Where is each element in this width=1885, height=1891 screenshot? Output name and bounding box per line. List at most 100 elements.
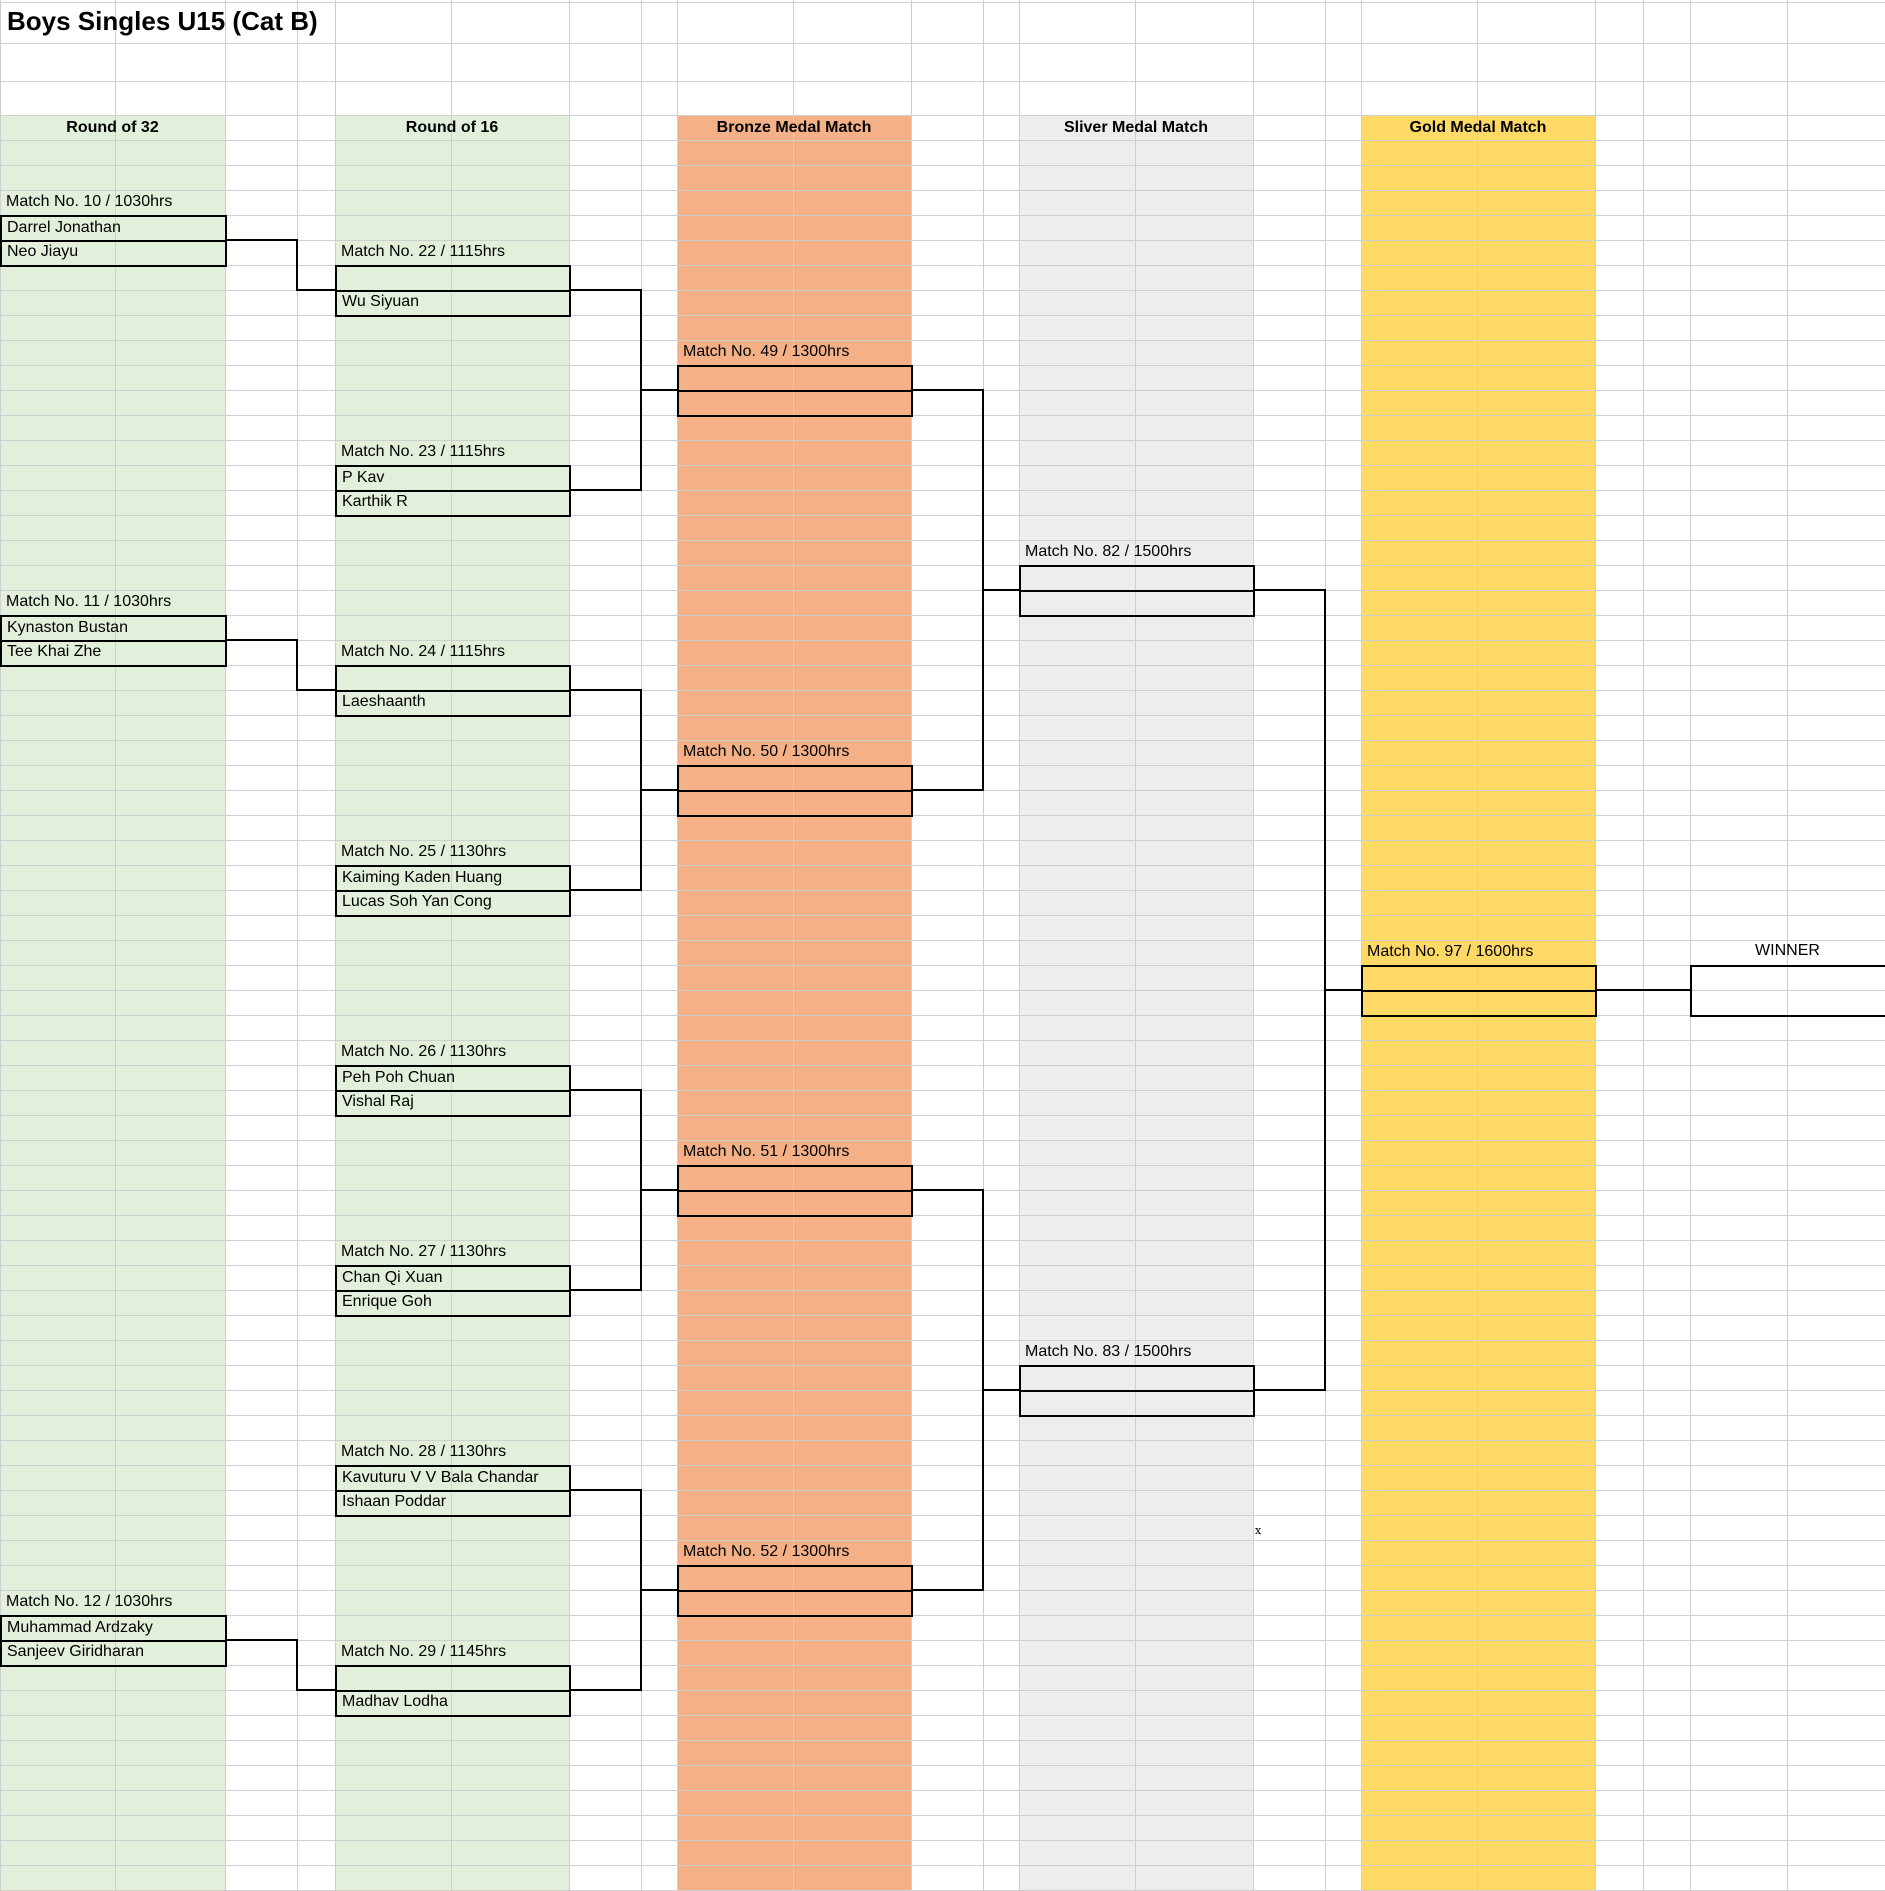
gridline-vertical xyxy=(451,0,452,1891)
r16-player-slot-2[interactable]: Vishal Raj xyxy=(342,1093,414,1110)
column-band-round16 xyxy=(335,115,569,1891)
match-box-divider xyxy=(1021,590,1253,592)
gridline-horizontal xyxy=(0,1365,1885,1366)
r16-player-slot-2[interactable]: Laeshaanth xyxy=(342,693,426,710)
r32-player-slot-1[interactable]: Kynaston Bustan xyxy=(7,619,128,636)
gridline-horizontal xyxy=(0,990,1885,991)
round-header-silver: Sliver Medal Match xyxy=(1063,119,1209,136)
gridline-horizontal xyxy=(0,1290,1885,1291)
gridline-horizontal xyxy=(0,1565,1885,1566)
gridline-horizontal xyxy=(0,240,1885,241)
gridline-horizontal xyxy=(0,190,1885,191)
r16-match-box[interactable]: Kavuturu V V Bala Chandar Ishaan Poddar xyxy=(335,1465,571,1517)
gridline-horizontal xyxy=(0,290,1885,291)
gridline-horizontal xyxy=(0,1815,1885,1816)
bronze-match-label: Match No. 49 / 1300hrs xyxy=(683,343,850,360)
gridline-horizontal xyxy=(0,1790,1885,1791)
bracket-connector xyxy=(569,1489,642,1691)
gridline-horizontal xyxy=(0,365,1885,366)
r16-match-box[interactable]: Kaiming Kaden Huang Lucas Soh Yan Cong xyxy=(335,865,571,917)
gridline-horizontal xyxy=(0,2,1885,3)
r16-player-slot-1[interactable]: Chan Qi Xuan xyxy=(342,1269,443,1286)
r16-match-box[interactable]: Madhav Lodha xyxy=(335,1665,571,1717)
r16-match-label: Match No. 24 / 1115hrs xyxy=(341,643,505,660)
silver-match-box[interactable] xyxy=(1019,565,1255,617)
r16-match-box[interactable]: Wu Siyuan xyxy=(335,265,571,317)
r32-match-box[interactable]: Darrel Jonathan Neo Jiayu xyxy=(0,215,227,267)
r16-match-label: Match No. 29 / 1145hrs xyxy=(341,1643,507,1660)
r16-player-slot-2[interactable]: Wu Siyuan xyxy=(342,293,420,310)
gridline-horizontal xyxy=(0,715,1885,716)
column-band-bronze xyxy=(677,115,911,1891)
match-box-divider xyxy=(1363,990,1595,992)
gridline-horizontal xyxy=(0,215,1885,216)
bracket-connector xyxy=(225,1639,335,1691)
r16-player-slot-2[interactable]: Karthik R xyxy=(342,493,408,510)
r16-player-slot-2[interactable]: Enrique Goh xyxy=(342,1293,432,1310)
gridline-horizontal xyxy=(0,1865,1885,1866)
r16-player-slot-2[interactable]: Madhav Lodha xyxy=(342,1693,448,1710)
gridline-horizontal xyxy=(0,965,1885,966)
gridline-horizontal xyxy=(0,315,1885,316)
r32-match-box[interactable]: Muhammad Ardzaky Sanjeev Giridharan xyxy=(0,1615,227,1667)
bronze-match-box[interactable] xyxy=(677,1565,913,1617)
r32-player-slot-1[interactable]: Darrel Jonathan xyxy=(7,219,121,236)
r32-match-box[interactable]: Kynaston Bustan Tee Khai Zhe xyxy=(0,615,227,667)
match-box-divider xyxy=(679,390,911,392)
r16-player-slot-2[interactable]: Ishaan Poddar xyxy=(342,1493,447,1510)
silver-match-box[interactable] xyxy=(1019,1365,1255,1417)
match-box-divider xyxy=(2,240,225,242)
gridline-horizontal xyxy=(0,165,1885,166)
gridline-horizontal xyxy=(0,265,1885,266)
r16-player-slot-1[interactable]: Kaiming Kaden Huang xyxy=(342,869,503,886)
match-box-divider xyxy=(337,490,569,492)
r16-player-slot-1[interactable]: P Kav xyxy=(342,469,385,486)
r16-match-label: Match No. 25 / 1130hrs xyxy=(341,843,507,860)
winner-box[interactable] xyxy=(1690,965,1885,1017)
gridline-horizontal xyxy=(0,1315,1885,1316)
bracket-connector xyxy=(911,1189,984,1591)
r16-player-slot-1[interactable]: Kavuturu V V Bala Chandar xyxy=(342,1469,539,1486)
bronze-match-box[interactable] xyxy=(677,365,913,417)
match-box-divider xyxy=(679,790,911,792)
r16-match-box[interactable]: Peh Poh Chuan Vishal Raj xyxy=(335,1065,571,1117)
r16-match-label: Match No. 28 / 1130hrs xyxy=(341,1443,507,1460)
r32-player-slot-1[interactable]: Muhammad Ardzaky xyxy=(7,1619,153,1636)
bronze-match-label: Match No. 51 / 1300hrs xyxy=(683,1143,850,1160)
r16-player-slot-1[interactable]: Peh Poh Chuan xyxy=(342,1069,455,1086)
match-box-divider xyxy=(337,1490,569,1492)
gold-match-box[interactable] xyxy=(1361,965,1597,1017)
gridline-horizontal xyxy=(0,1015,1885,1016)
bronze-match-box[interactable] xyxy=(677,1165,913,1217)
gridline-vertical xyxy=(1019,0,1020,1891)
bronze-match-box[interactable] xyxy=(677,765,913,817)
gridline-horizontal xyxy=(0,890,1885,891)
gridline-vertical xyxy=(1643,0,1644,1891)
gridline-horizontal xyxy=(0,1740,1885,1741)
bracket-connector xyxy=(911,389,984,791)
match-box-divider xyxy=(337,1690,569,1692)
gridline-horizontal xyxy=(0,765,1885,766)
gridline-vertical xyxy=(983,0,984,1891)
gridline-vertical xyxy=(297,0,298,1891)
round-header-r32: Round of 32 xyxy=(66,119,159,136)
r32-player-slot-2[interactable]: Neo Jiayu xyxy=(7,243,79,260)
bracket-connector xyxy=(225,639,335,691)
gridline-horizontal xyxy=(0,490,1885,491)
r32-player-slot-2[interactable]: Tee Khai Zhe xyxy=(7,643,102,660)
column-band-silver xyxy=(1019,115,1253,1891)
gridline-horizontal xyxy=(0,1640,1885,1641)
bronze-match-label: Match No. 52 / 1300hrs xyxy=(683,1543,850,1560)
r16-match-box[interactable]: P Kav Karthik R xyxy=(335,465,571,517)
round-header-r16: Round of 16 xyxy=(405,119,499,136)
gridline-horizontal xyxy=(0,815,1885,816)
r16-match-box[interactable]: Chan Qi Xuan Enrique Goh xyxy=(335,1265,571,1317)
r16-player-slot-2[interactable]: Lucas Soh Yan Cong xyxy=(342,893,492,910)
r32-player-slot-2[interactable]: Sanjeev Giridharan xyxy=(7,1643,144,1660)
sheet-title: Boys Singles U15 (Cat B) xyxy=(7,6,318,36)
silver-match-label: Match No. 82 / 1500hrs xyxy=(1025,543,1192,560)
gridline-vertical xyxy=(0,0,1,1891)
r16-match-box[interactable]: Laeshaanth xyxy=(335,665,571,717)
r16-match-label: Match No. 23 / 1115hrs xyxy=(341,443,505,460)
